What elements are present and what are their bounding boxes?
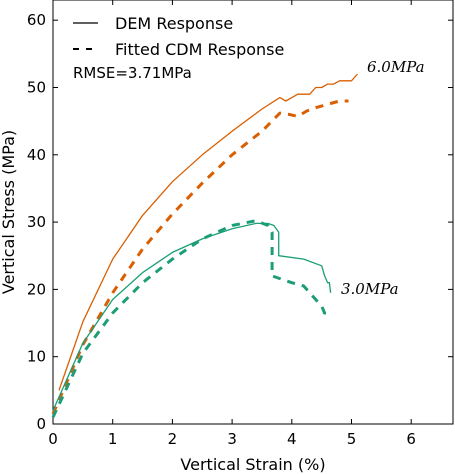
- series-line-0: [58, 73, 358, 391]
- x-tick-label: 0: [48, 430, 58, 448]
- y-tick-label: 0: [36, 415, 46, 433]
- legend: DEM Response Fitted CDM Response RMSE=3.…: [73, 14, 284, 82]
- y-tick-label: 60: [27, 11, 46, 29]
- y-tick-label: 50: [27, 78, 46, 96]
- legend-dem-label: DEM Response: [115, 14, 233, 33]
- series-line-1: [51, 99, 349, 415]
- x-tick-label: 2: [168, 430, 178, 448]
- annotation-high-confinement: 6.0MPa: [367, 58, 425, 76]
- y-tick-label: 10: [27, 348, 46, 366]
- y-tick-label: 20: [27, 280, 46, 298]
- y-tick-label: 30: [27, 213, 46, 231]
- series-line-3: [51, 219, 327, 418]
- x-tick-label: 5: [347, 430, 357, 448]
- series-layer: [51, 73, 358, 418]
- y-axis-label: Vertical Stress (MPa): [0, 130, 18, 294]
- legend-rmse-label: RMSE=3.71MPa: [73, 64, 192, 82]
- legend-cdm-label: Fitted CDM Response: [115, 40, 284, 59]
- x-tick-label: 4: [287, 430, 297, 448]
- annotation-low-confinement: 3.0MPa: [341, 280, 399, 298]
- plot-area: [52, 0, 454, 425]
- x-tick-label: 1: [108, 430, 118, 448]
- x-tick-label: 3: [227, 430, 237, 448]
- series-line-2: [52, 222, 332, 411]
- x-tick-label: 6: [406, 430, 416, 448]
- y-tick-label: 40: [27, 146, 46, 164]
- x-axis-label: Vertical Strain (%): [180, 455, 325, 474]
